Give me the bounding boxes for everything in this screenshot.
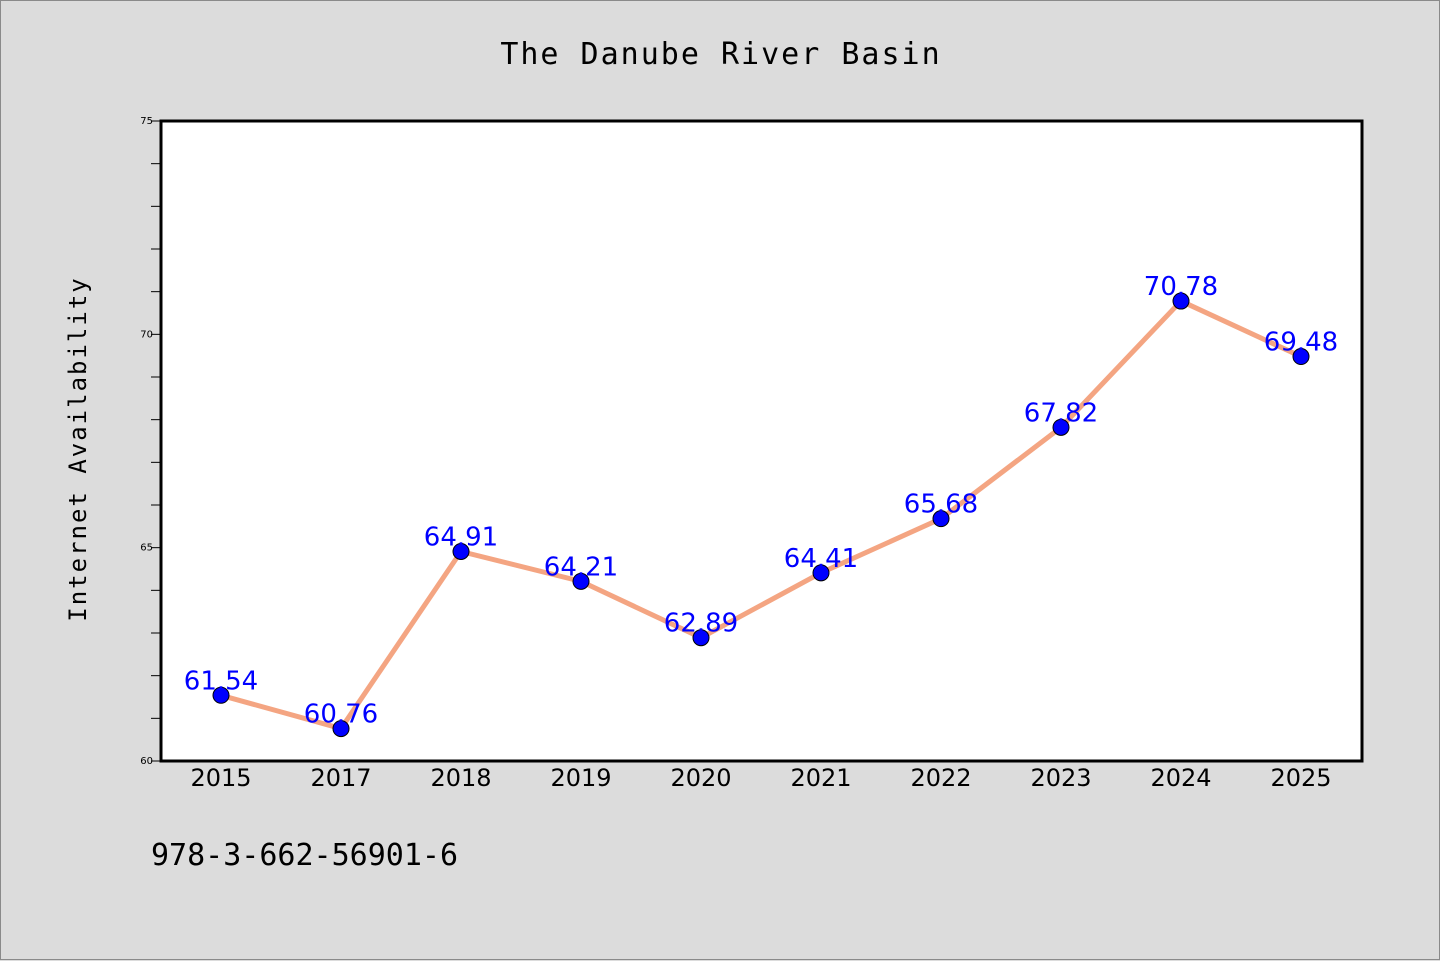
- x-tick-label: 2015: [190, 764, 251, 792]
- x-tick-label: 2022: [910, 764, 971, 792]
- series-line: [218, 298, 1304, 732]
- data-point: [932, 510, 950, 528]
- y-tick-label: 75: [140, 116, 153, 127]
- data-labels-layer: 61.54 60.76 64.91 64.21 62.89 64.41 65.68 67.82…: [184, 272, 1338, 730]
- y-axis-label: Internet Availability: [64, 276, 92, 621]
- data-points-layer: [212, 292, 1310, 738]
- data-label: 60.76: [304, 700, 378, 730]
- y-tick-label: 60: [140, 756, 153, 767]
- data-label: 64.41: [784, 544, 858, 574]
- x-axis-tick-labels: 2015 2017 2018 2019 2020 2021 2022 2023 2024 2025: [190, 764, 1331, 792]
- plot-border: [159, 119, 1364, 763]
- x-tick-label: 2017: [310, 764, 371, 792]
- data-point: [812, 564, 830, 582]
- y-axis-ticks: 60 65 70 75: [140, 116, 161, 767]
- x-tick-label: 2019: [550, 764, 611, 792]
- data-label: 70.78: [1144, 272, 1218, 302]
- footnote-isbn: 978-3-662-56901-6: [151, 838, 458, 873]
- data-label: 62.89: [664, 609, 738, 639]
- x-tick-label: 2023: [1030, 764, 1091, 792]
- data-point: [1172, 292, 1190, 310]
- y-tick-label: 65: [140, 543, 153, 554]
- data-label: 64.91: [424, 523, 498, 553]
- data-point: [1052, 418, 1070, 436]
- data-label: 61.54: [184, 666, 258, 696]
- data-point: [332, 720, 350, 738]
- data-point: [212, 686, 230, 704]
- data-point: [572, 572, 590, 590]
- series-line-layer: [218, 298, 1304, 732]
- plot-area: [161, 121, 1362, 761]
- x-tick-label: 2018: [430, 764, 491, 792]
- data-label: 67.82: [1024, 398, 1098, 428]
- x-tick-label: 2025: [1270, 764, 1331, 792]
- data-point: [1292, 348, 1310, 366]
- data-point: [452, 543, 470, 561]
- x-tick-label: 2020: [670, 764, 731, 792]
- x-tick-label: 2024: [1150, 764, 1211, 792]
- y-tick-label: 70: [140, 329, 153, 340]
- data-label: 65.68: [904, 490, 978, 520]
- data-point: [692, 629, 710, 647]
- x-tick-label: 2021: [790, 764, 851, 792]
- data-label: 69.48: [1264, 328, 1338, 358]
- data-label: 64.21: [544, 552, 618, 582]
- chart-title: The Danube River Basin: [500, 37, 941, 72]
